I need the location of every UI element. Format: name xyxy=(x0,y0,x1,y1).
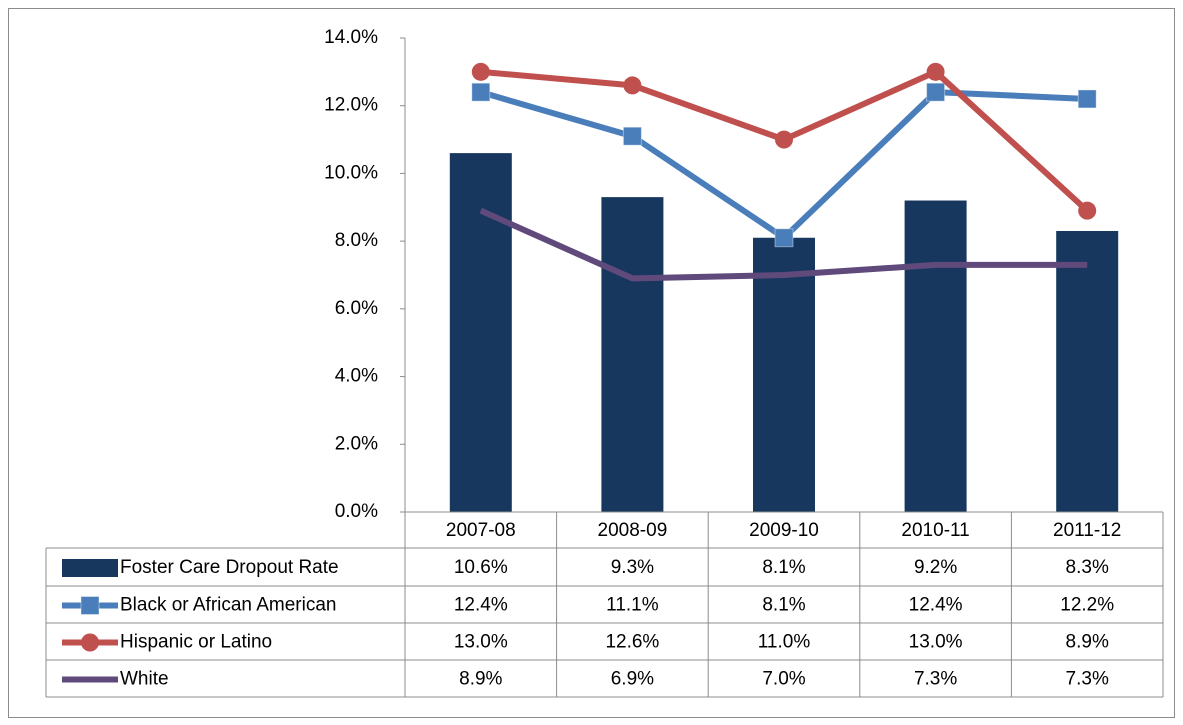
table-value: 12.2% xyxy=(1060,595,1114,616)
marker xyxy=(80,596,100,615)
table-value: 12.4% xyxy=(909,595,963,616)
table-value: 10.6% xyxy=(454,557,508,578)
y-tick-label: 8.0% xyxy=(335,230,378,251)
legend-key xyxy=(62,559,118,577)
x-tick-label: 2008-09 xyxy=(598,520,668,541)
legend-label: Black or African American xyxy=(120,595,336,616)
y-tick-label: 14.0% xyxy=(324,27,378,48)
table-value: 8.9% xyxy=(1066,632,1109,653)
y-tick-label: 2.0% xyxy=(335,433,378,454)
y-tick-label: 12.0% xyxy=(324,95,378,116)
table-value: 8.1% xyxy=(762,595,805,616)
marker xyxy=(926,62,945,81)
table-value: 7.0% xyxy=(762,669,805,690)
marker xyxy=(1077,89,1097,109)
legend-label: Foster Care Dropout Rate xyxy=(120,557,339,578)
legend-label: Hispanic or Latino xyxy=(120,632,272,653)
x-tick-label: 2011-12 xyxy=(1053,520,1121,541)
table-value: 9.3% xyxy=(611,557,654,578)
table-value: 12.4% xyxy=(454,595,508,616)
table-value: 13.0% xyxy=(454,632,508,653)
marker xyxy=(81,633,99,652)
legend-label: White xyxy=(120,669,169,690)
x-tick-label: 2010-11 xyxy=(901,520,969,541)
marker xyxy=(926,82,946,102)
marker xyxy=(1078,201,1097,220)
bar xyxy=(753,237,815,512)
table-value: 7.3% xyxy=(1066,669,1109,690)
bar xyxy=(449,153,512,512)
bar xyxy=(601,197,664,512)
table-value: 6.9% xyxy=(611,669,654,690)
bar xyxy=(904,200,967,512)
marker xyxy=(471,62,490,81)
marker xyxy=(623,76,642,95)
marker xyxy=(775,130,793,149)
marker xyxy=(471,82,491,102)
marker xyxy=(774,228,794,248)
bar xyxy=(1056,230,1119,512)
y-tick-label: 0.0% xyxy=(335,501,378,522)
table-value: 9.2% xyxy=(914,557,957,578)
table-value: 7.3% xyxy=(914,669,957,690)
table-value: 13.0% xyxy=(909,632,963,653)
x-tick-label: 2007-08 xyxy=(446,520,516,541)
y-tick-label: 10.0% xyxy=(324,162,378,183)
x-tick-label: 2009-10 xyxy=(749,520,819,541)
table-value: 8.1% xyxy=(762,557,805,578)
marker xyxy=(622,126,642,146)
y-tick-label: 4.0% xyxy=(335,366,378,387)
table-value: 12.6% xyxy=(605,632,659,653)
table-value: 8.9% xyxy=(459,669,502,690)
table-value: 8.3% xyxy=(1066,557,1109,578)
line xyxy=(479,207,1088,282)
table-value: 11.1% xyxy=(606,595,659,616)
table-value: 11.0% xyxy=(758,632,811,653)
y-tick-label: 6.0% xyxy=(335,298,378,319)
